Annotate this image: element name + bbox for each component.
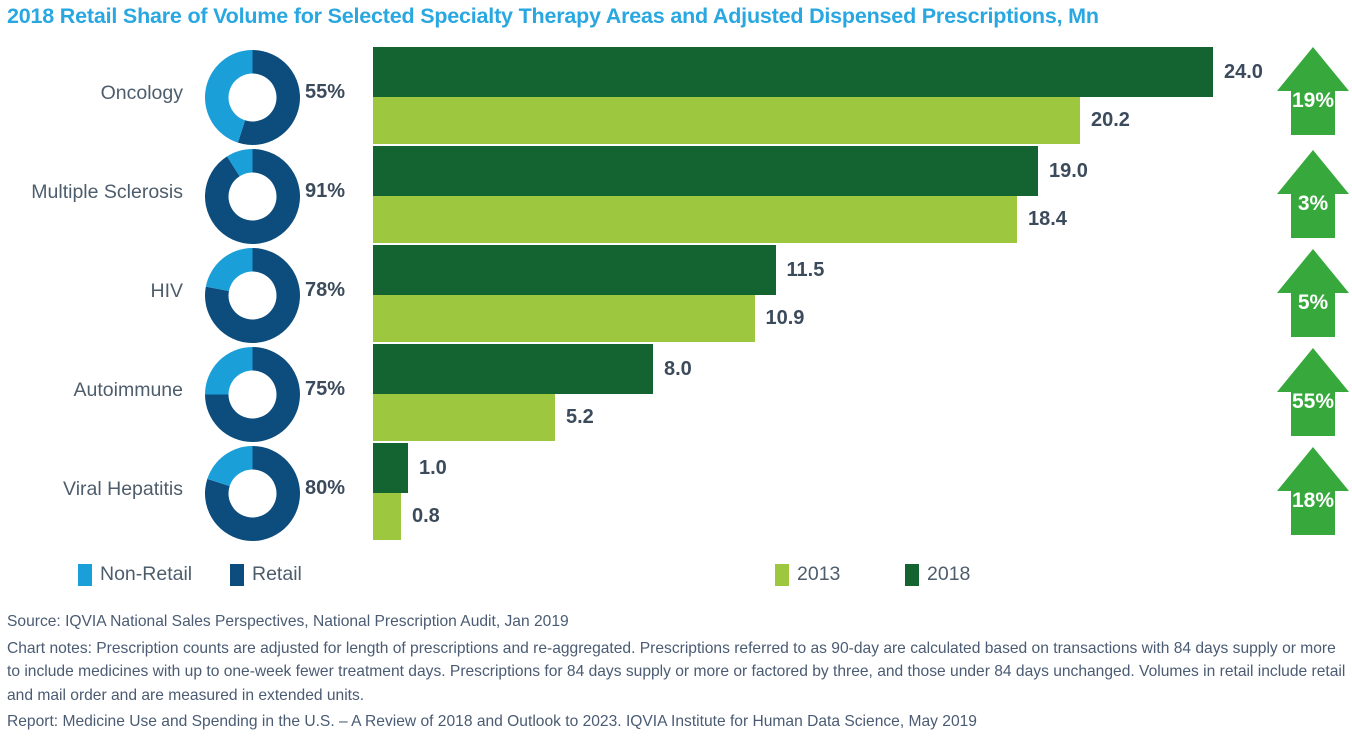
- chart-row: Multiple Sclerosis 91% 19.0 18.4 3%: [0, 144, 1352, 244]
- growth-arrow-label: 18%: [1291, 489, 1335, 512]
- legend-swatch: [230, 563, 244, 586]
- legend-label: 2013: [797, 563, 841, 585]
- chart-row: HIV 78% 11.5 10.9 5%: [0, 243, 1352, 343]
- legend-label: Retail: [252, 563, 302, 585]
- legend-item[interactable]: 2013: [775, 563, 840, 586]
- chart-row: Viral Hepatitis 80% 1.0 0.8 18%: [0, 441, 1352, 541]
- retail-share-donut: [205, 50, 300, 145]
- bar-value-2018: 1.0: [419, 457, 447, 479]
- legend-label: 2018: [927, 563, 971, 585]
- growth-arrow-label: 19%: [1291, 89, 1335, 112]
- retail-share-donut: [205, 347, 300, 442]
- legend-item[interactable]: 2018: [905, 563, 970, 586]
- retail-share-donut: [205, 446, 300, 541]
- bar-2013: [373, 493, 401, 540]
- therapy-area-label: Viral Hepatitis: [63, 478, 183, 500]
- note-chart-notes: Chart notes: Prescription counts are adj…: [7, 639, 1346, 704]
- bar-value-2018: 19.0: [1049, 160, 1088, 182]
- growth-arrow-label: 5%: [1297, 291, 1329, 314]
- retail-share-pct-label: 80%: [305, 477, 346, 499]
- legend-item[interactable]: Non-Retail: [78, 563, 192, 586]
- retail-share-pct-label: 91%: [305, 180, 346, 202]
- chart-row: Oncology 55% 24.0 20.2 19%: [0, 45, 1352, 145]
- retail-share-pct-label: 78%: [305, 279, 346, 301]
- retail-share-pct-label: 75%: [305, 378, 346, 400]
- bar-2018: [373, 344, 653, 394]
- bar-2013: [373, 394, 555, 441]
- bar-value-2013: 10.9: [765, 307, 805, 329]
- note-source: Source: IQVIA National Sales Perspective…: [7, 613, 569, 630]
- bar-value-2013: 20.2: [1091, 109, 1130, 131]
- chart-row: Autoimmune 75% 8.0 5.2 55%: [0, 342, 1352, 442]
- growth-arrow-up-icon: 5%: [1277, 249, 1349, 337]
- chart-plot-area: Oncology 55% 24.0 20.2 19% Multiple Sclerosis…: [0, 45, 1352, 545]
- page-title: 2018 Retail Share of Volume for Selected…: [7, 4, 1099, 28]
- growth-arrow-label: 55%: [1291, 390, 1335, 413]
- bar-value-2013: 18.4: [1028, 208, 1067, 230]
- retail-share-pct-label: 55%: [305, 81, 346, 103]
- bar-2018: [373, 146, 1038, 196]
- legend-label: Non-Retail: [100, 563, 193, 585]
- retail-share-donut: [205, 248, 300, 343]
- growth-arrow-up-icon: 18%: [1277, 447, 1349, 535]
- legend-item[interactable]: Retail: [230, 563, 302, 586]
- legend-swatch: [905, 563, 919, 586]
- retail-share-donut: [205, 149, 300, 244]
- growth-arrow-up-icon: 19%: [1277, 47, 1349, 135]
- bar-2013: [373, 196, 1017, 243]
- growth-arrow-up-icon: 55%: [1277, 348, 1349, 436]
- therapy-area-label: Multiple Sclerosis: [31, 181, 183, 203]
- legend-swatch: [78, 563, 92, 586]
- bar-2013: [373, 295, 755, 342]
- bar-value-2018: 24.0: [1224, 61, 1263, 83]
- footnotes: Source: IQVIA National Sales Perspective…: [7, 610, 1347, 737]
- growth-arrow-label: 3%: [1297, 192, 1329, 215]
- therapy-area-label: Oncology: [100, 82, 183, 104]
- note-report: Report: Medicine Use and Spending in the…: [7, 713, 977, 730]
- bar-value-2018: 8.0: [664, 358, 692, 380]
- therapy-area-label: HIV: [150, 280, 183, 302]
- bar-2013: [373, 97, 1080, 144]
- bar-value-2013: 5.2: [566, 406, 594, 428]
- bar-2018: [373, 245, 776, 295]
- therapy-area-label: Autoimmune: [73, 379, 183, 401]
- growth-arrow-up-icon: 3%: [1277, 150, 1349, 238]
- bar-value-2013: 0.8: [412, 505, 440, 527]
- legend-swatch: [775, 563, 789, 586]
- bar-2018: [373, 47, 1213, 97]
- bar-value-2018: 11.5: [786, 259, 825, 281]
- bar-2018: [373, 443, 408, 493]
